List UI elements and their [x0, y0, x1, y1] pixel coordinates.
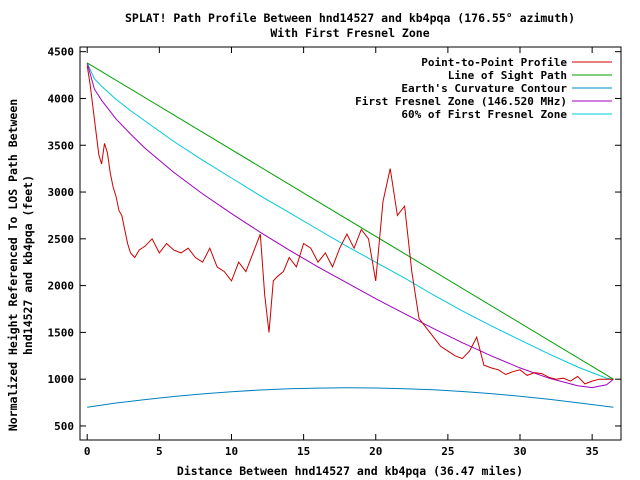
- y-tick-label: 4000: [48, 92, 75, 105]
- legend-label: 60% of First Fresnel Zone: [401, 108, 567, 121]
- chart-title-line2: With First Fresnel Zone: [270, 26, 429, 40]
- plot-frame: [79, 46, 622, 441]
- x-tick-label: 30: [513, 445, 526, 458]
- y-tick-label: 3000: [48, 186, 75, 199]
- series-line-line-of-sight-path: [86, 62, 614, 380]
- plot-area: [86, 62, 614, 408]
- x-tick-label: 10: [225, 445, 238, 458]
- chart-title-line1: SPLAT! Path Profile Between hnd14527 and…: [125, 11, 575, 25]
- y-tick-label: 1000: [48, 373, 75, 386]
- series-line-60-of-first-fresnel-zone: [86, 62, 614, 380]
- x-tick-label: 25: [441, 445, 454, 458]
- x-tick-label: 20: [369, 445, 382, 458]
- series-line-point-to-point-profile: [86, 65, 614, 385]
- x-tick-label: 5: [156, 445, 163, 458]
- x-tick-label: 35: [586, 445, 599, 458]
- series-line-earth-s-curvature-contour: [87, 387, 614, 408]
- axes: 500 1000 1500 2000 2500 3000 3500 4000 4500 0 5 10 1…: [48, 46, 622, 458]
- x-axis-label: Distance Between hnd14527 and kb4pqa (36…: [177, 464, 523, 478]
- y-tick-label: 2500: [48, 233, 75, 246]
- series-line-first-fresnel-zone-146-520-mhz: [86, 62, 614, 389]
- y-axis-label-line1: Normalized Height Referenced To LOS Path…: [6, 99, 20, 431]
- legend-label: First Fresnel Zone (146.520 MHz): [355, 95, 567, 108]
- y-tick-label: 3500: [48, 139, 75, 152]
- y-tick-label: 4500: [48, 46, 75, 59]
- legend-label: Earth's Curvature Contour: [401, 82, 567, 95]
- x-tick-label: 15: [297, 445, 310, 458]
- y-tick-label: 1500: [48, 326, 75, 339]
- x-tick-label: 0: [84, 445, 91, 458]
- y-tick-label: 2000: [48, 280, 75, 293]
- legend-label: Point-to-Point Profile: [421, 56, 567, 69]
- legend-label: Line of Sight Path: [448, 69, 567, 82]
- y-axis-label-line2: hnd14527 and kb4pqa (feet): [21, 175, 35, 355]
- y-tick-label: 500: [54, 420, 74, 433]
